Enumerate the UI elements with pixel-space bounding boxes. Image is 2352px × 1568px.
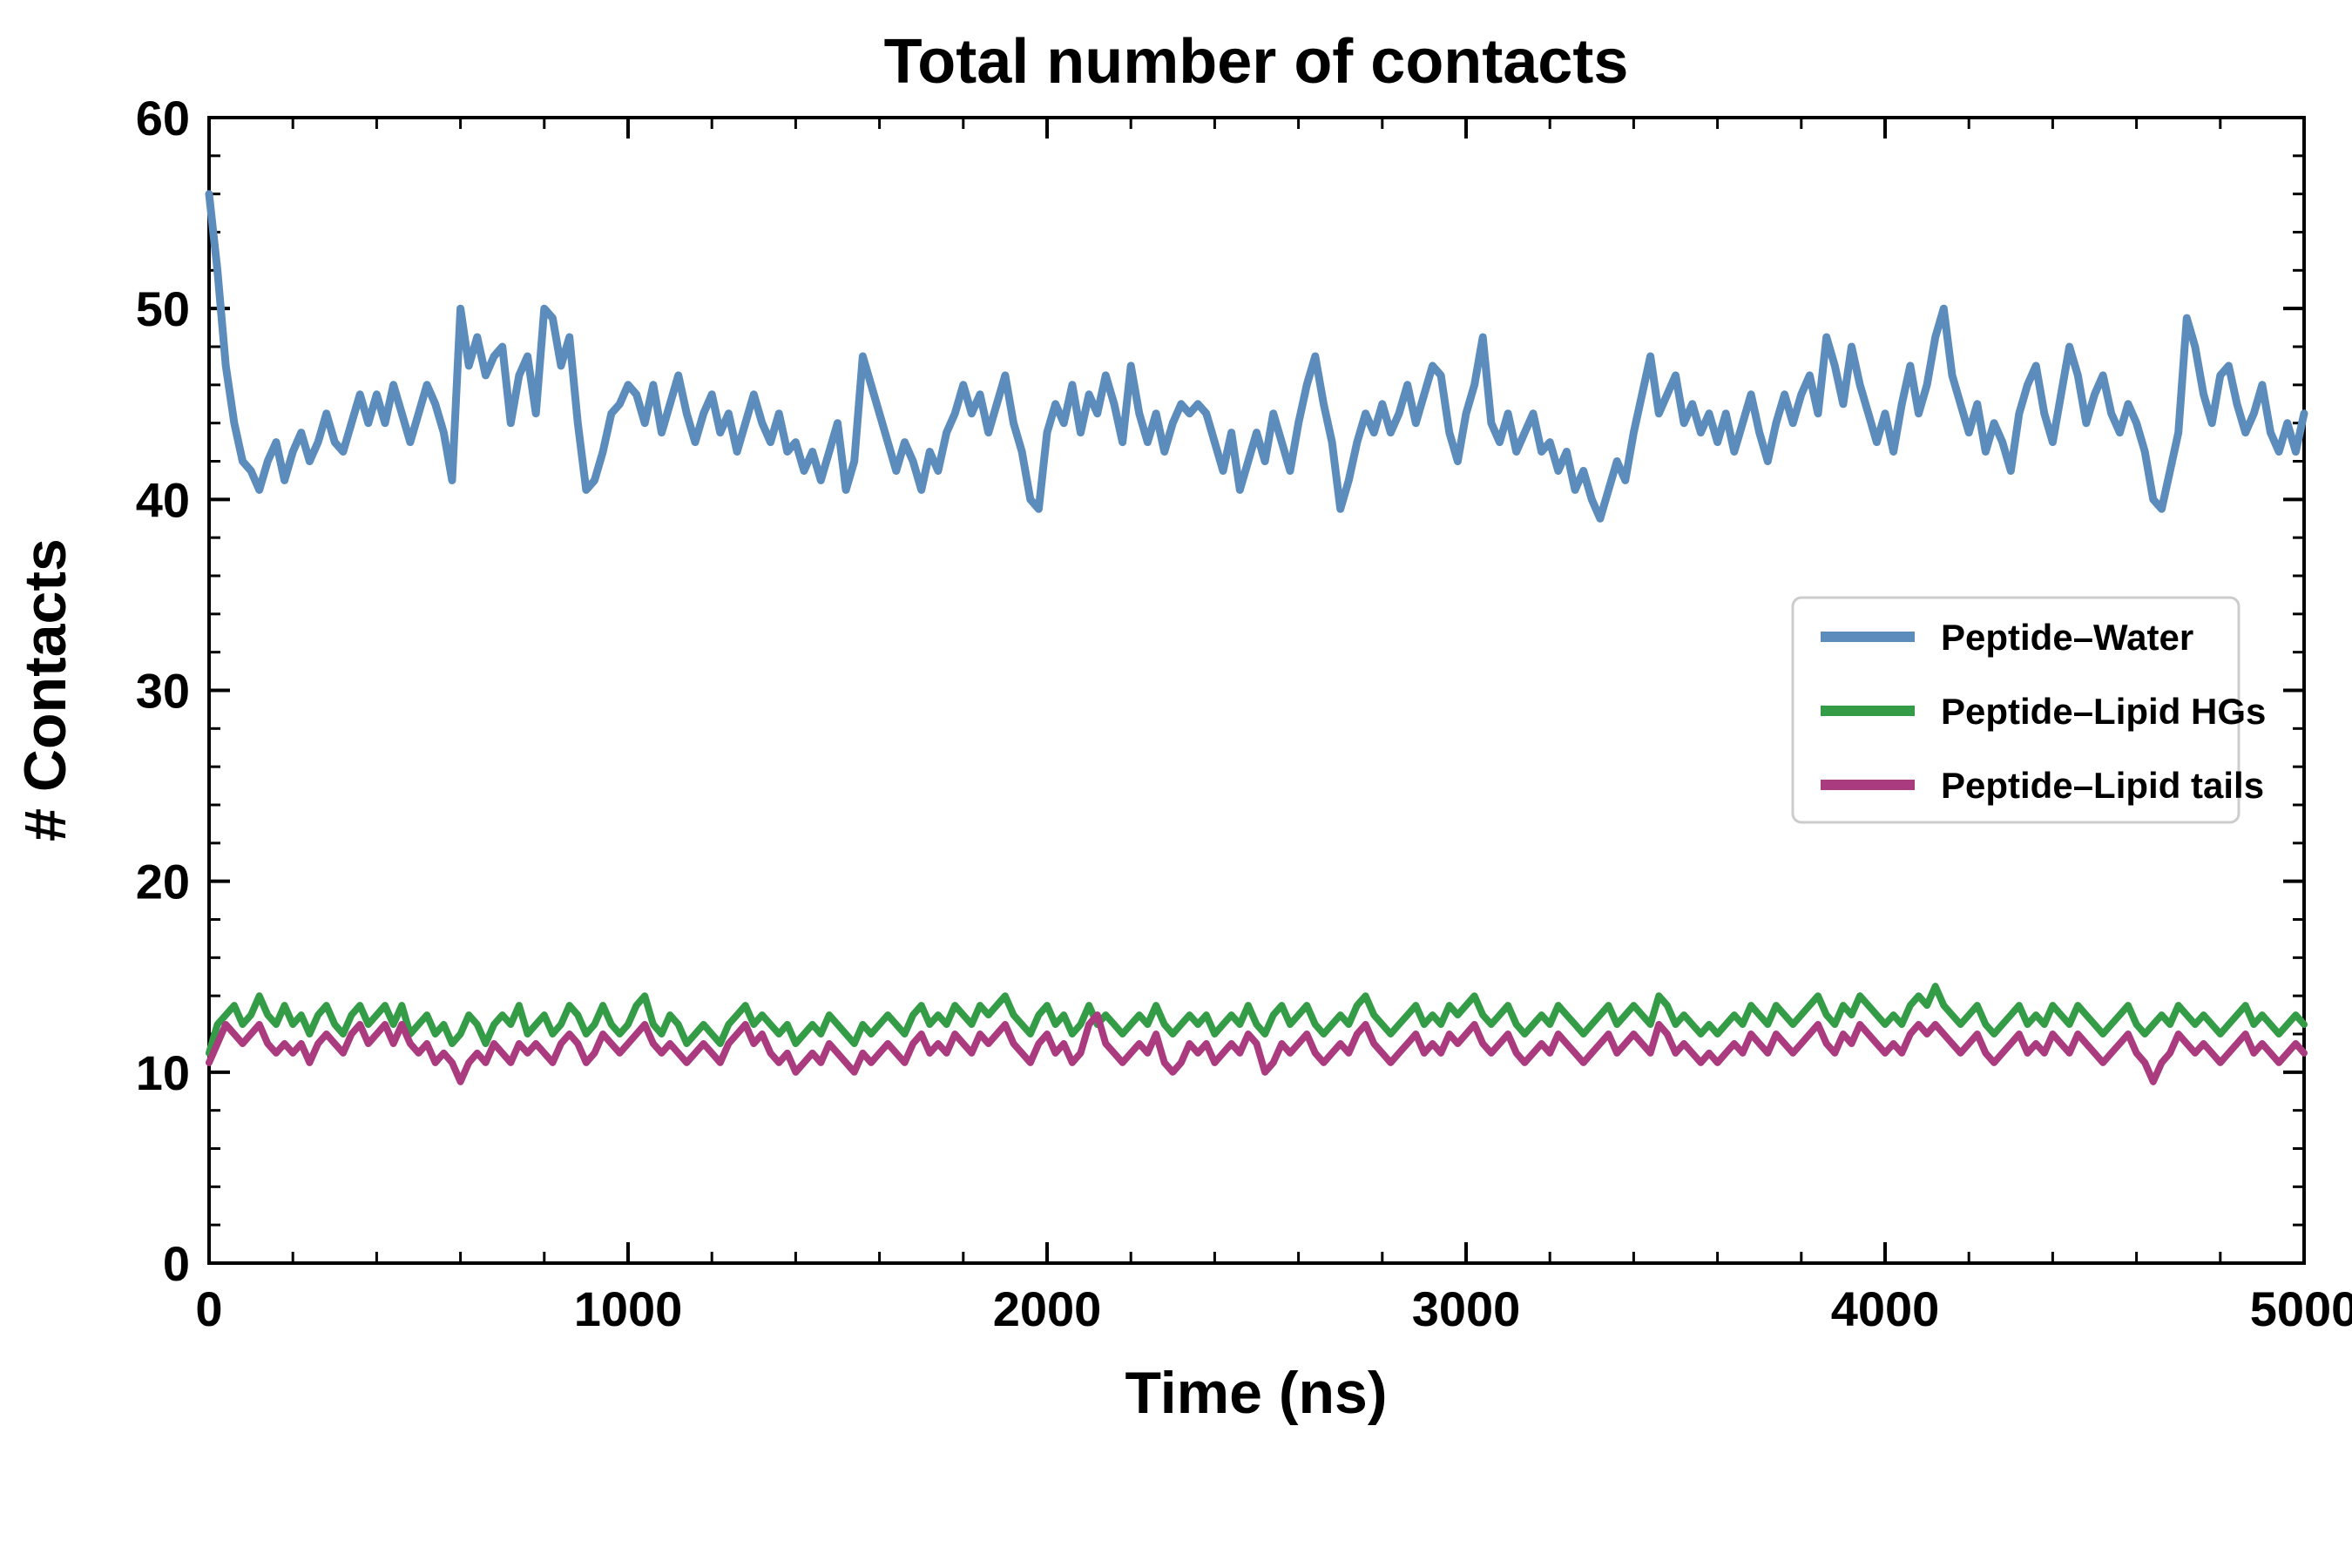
legend-label-0: Peptide–Water: [1941, 617, 2193, 658]
series-line-peptide-water: [205, 190, 2308, 523]
x-axis-label: Time (ns): [1125, 1360, 1387, 1426]
x-tick-label: 5000: [2250, 1281, 2352, 1336]
y-tick-label: 30: [136, 664, 190, 719]
y-axis-label: # Contacts: [12, 538, 78, 841]
y-tick-label: 10: [136, 1045, 190, 1100]
y-tick-label: 40: [136, 472, 190, 527]
legend-label-2: Peptide–Lipid tails: [1941, 765, 2264, 806]
legend-label-1: Peptide–Lipid HGs: [1941, 691, 2266, 732]
chart-title: Total number of contacts: [884, 27, 1629, 97]
series-line-peptide-lipid-hgs: [206, 983, 2308, 1057]
series-line-peptide-lipid-tails: [206, 1011, 2308, 1085]
legend-box: [1791, 596, 2240, 824]
x-tick-label: 4000: [1831, 1281, 1940, 1336]
legend: Peptide–Water Peptide–Lipid HGs Peptide–Li…: [1791, 596, 2266, 824]
y-tick-label: 20: [136, 855, 190, 909]
y-tick-label: 0: [163, 1236, 190, 1291]
y-tick-label: 60: [136, 91, 190, 145]
x-tick-label: 0: [195, 1281, 222, 1336]
x-tick-label: 3000: [1412, 1281, 1521, 1336]
x-tick-label: 1000: [574, 1281, 683, 1336]
x-tick-label: 2000: [993, 1281, 1102, 1336]
y-tick-label: 50: [136, 281, 190, 336]
